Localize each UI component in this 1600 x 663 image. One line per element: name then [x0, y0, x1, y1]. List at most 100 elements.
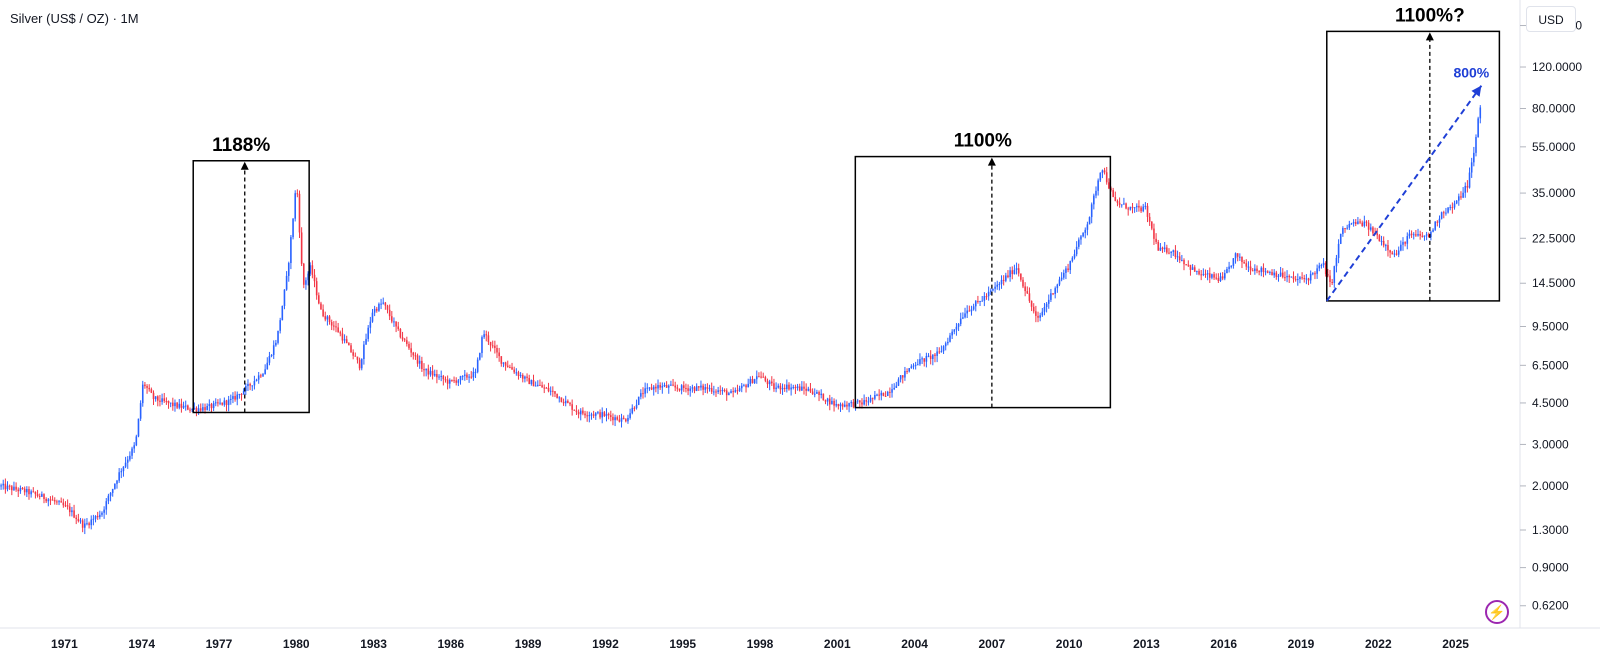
candle-body [292, 218, 294, 238]
candle-body [1367, 222, 1370, 230]
candle-body [1249, 266, 1252, 271]
candle-body [202, 407, 204, 411]
candle-body [75, 517, 78, 520]
candle-body [906, 371, 908, 373]
candle-body [375, 308, 378, 311]
candle-body [305, 280, 307, 285]
candle-body [277, 330, 279, 343]
candle-body [689, 388, 692, 391]
candle-body [433, 374, 436, 376]
candle-body [792, 387, 795, 389]
candle-body [197, 408, 200, 412]
candle-body [154, 396, 157, 400]
candle-body [485, 334, 488, 336]
candle-body [184, 405, 187, 407]
candle-body [1026, 291, 1029, 294]
candle-body [1219, 276, 1222, 282]
candle-body [335, 326, 337, 328]
y-tick-label: 80.0000 [1532, 101, 1576, 115]
candle-body [238, 394, 241, 396]
candle-body [1129, 206, 1132, 210]
candle-body [657, 385, 659, 389]
candle-body [640, 393, 642, 397]
candle-body [124, 462, 127, 467]
candle-body [693, 387, 696, 391]
candle-body [831, 400, 833, 405]
y-tick-label: 2.0000 [1532, 479, 1569, 493]
candle-body [1232, 258, 1235, 266]
candle-body [901, 375, 904, 378]
candle-body [633, 407, 636, 409]
candle-body [1101, 170, 1104, 173]
candle-body [1281, 272, 1284, 278]
candle-body [386, 305, 389, 310]
candle-body [1032, 306, 1035, 312]
candle-body [745, 385, 747, 388]
candle-body [676, 387, 679, 389]
candle-body [1378, 235, 1381, 242]
candle-body [891, 389, 893, 393]
lightning-icon[interactable]: ⚡ [1485, 600, 1509, 624]
candle-body [992, 288, 994, 291]
candle-body [1369, 227, 1372, 230]
candle-body [545, 387, 548, 389]
candle-body [822, 393, 825, 401]
candle-body [753, 379, 756, 384]
y-tick-label: 3.0000 [1532, 437, 1569, 451]
candle-body [8, 485, 11, 487]
y-tick-label: 4.5000 [1532, 396, 1569, 410]
candle-body [856, 400, 859, 402]
candle-body [262, 374, 264, 377]
candle-body [614, 417, 616, 421]
candle-body [766, 380, 769, 385]
candle-body [1118, 202, 1121, 205]
candle-body [79, 520, 82, 522]
candle-body [1226, 268, 1228, 274]
candle-body [1393, 253, 1396, 255]
candle-body [442, 375, 445, 380]
candle-body [932, 354, 934, 360]
candle-body [1447, 207, 1449, 213]
candle-body [612, 416, 614, 421]
candle-body [348, 343, 350, 346]
candle-body [281, 305, 284, 321]
candle-body [1028, 293, 1031, 301]
candle-body [384, 302, 387, 306]
candle-body [88, 523, 90, 526]
candle-body [515, 372, 518, 374]
candle-body [771, 381, 773, 384]
x-tick-label: 2004 [901, 637, 928, 651]
candle-body [429, 370, 432, 375]
candle-body [309, 265, 312, 274]
candle-body [594, 413, 597, 416]
candle-body [397, 326, 400, 330]
candle-body [889, 391, 891, 393]
y-tick-label: 22.5000 [1532, 231, 1576, 245]
candle-body [1174, 250, 1177, 257]
candle-body [1172, 250, 1175, 252]
candle-body [135, 436, 138, 446]
candle-body [1176, 256, 1179, 258]
candle-body [391, 316, 393, 322]
candle-body [1376, 233, 1379, 236]
candle-body [1296, 279, 1299, 281]
candle-body [646, 387, 649, 389]
candle-body [229, 398, 232, 400]
currency-button[interactable]: USD [1526, 6, 1576, 32]
y-tick-label: 55.0000 [1532, 140, 1576, 154]
candle-body [1455, 200, 1458, 204]
candle-body [73, 510, 75, 518]
candle-body [811, 391, 814, 395]
candle-body [1241, 256, 1243, 263]
candle-body [755, 376, 758, 380]
candle-body [1185, 264, 1187, 266]
candle-body [322, 309, 324, 317]
candle-body [644, 388, 646, 394]
candle-body [871, 397, 874, 399]
candle-body [1183, 259, 1185, 265]
candle-body [1039, 315, 1041, 318]
candle-body [290, 237, 292, 264]
candle-body [833, 400, 835, 406]
